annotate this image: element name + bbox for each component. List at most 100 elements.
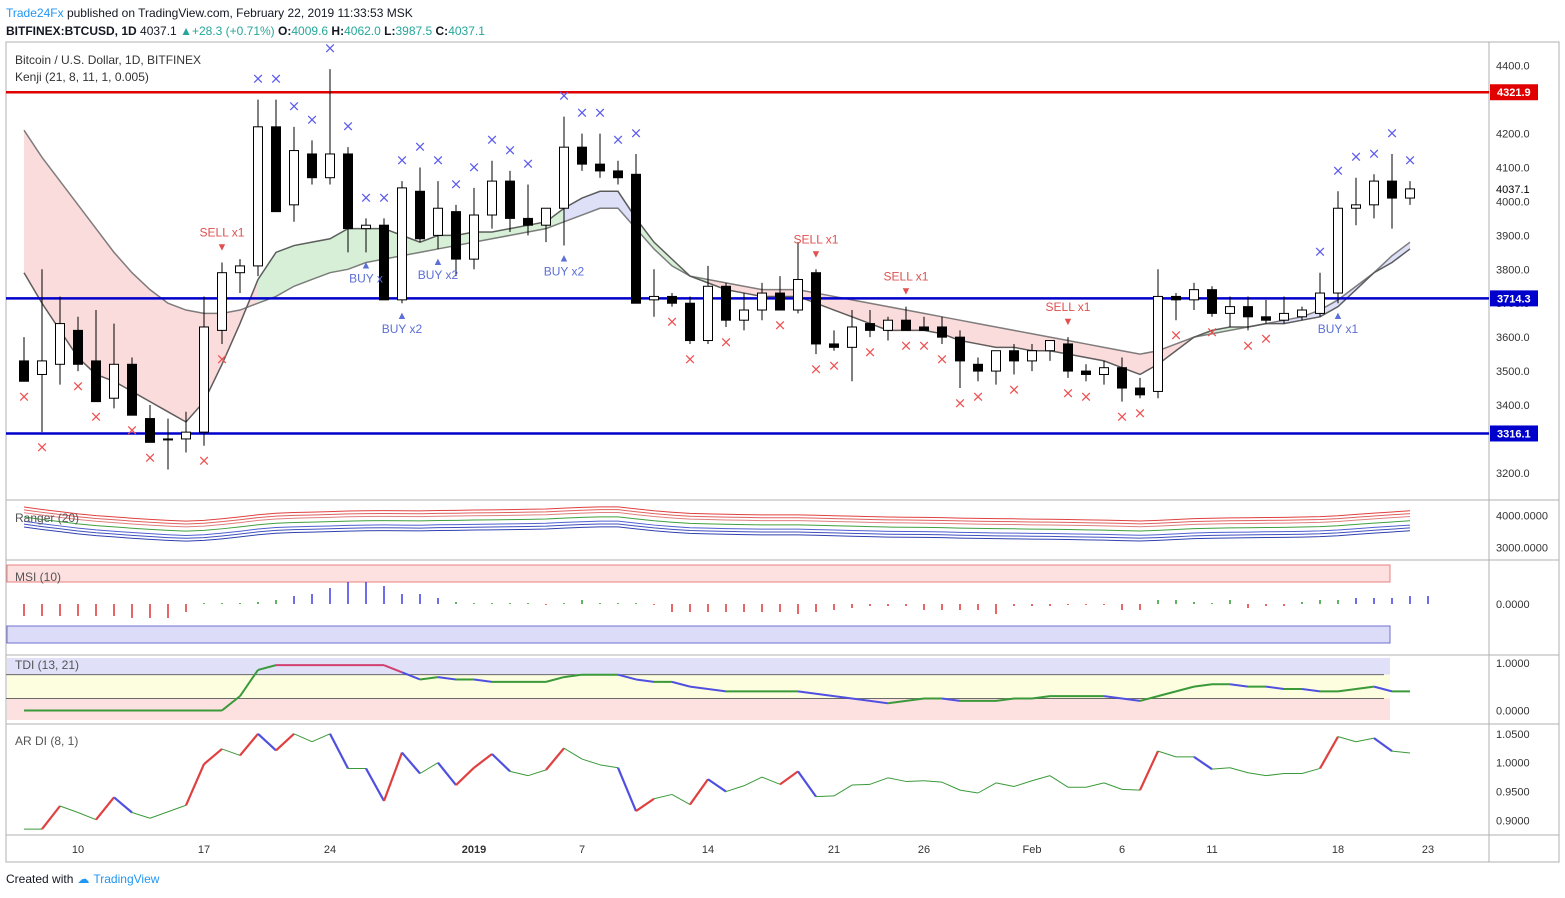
msi-tick-label: 0.0000 bbox=[1496, 599, 1530, 611]
candle-body bbox=[865, 323, 875, 331]
ardi-line-segment bbox=[41, 805, 61, 830]
ardi-line-segment bbox=[401, 751, 421, 775]
ranger-band-line bbox=[23, 512, 1411, 528]
price-tick-label: 3200.0 bbox=[1496, 468, 1530, 480]
tdi-line-segment bbox=[1193, 683, 1213, 688]
tdi-line-segment bbox=[545, 676, 565, 683]
candle-body bbox=[127, 363, 137, 416]
candle-body bbox=[73, 329, 83, 365]
ardi-line-segment bbox=[257, 732, 277, 752]
tdi-tick-label: 0.0000 bbox=[1496, 705, 1530, 717]
candle-body bbox=[1081, 370, 1091, 375]
ardi-line-segment bbox=[616, 767, 638, 812]
last-price-label: 4037.1 bbox=[1496, 184, 1530, 196]
tdi-line-segment bbox=[1031, 695, 1051, 700]
ardi-line-segment bbox=[761, 776, 781, 785]
tdi-line-segment bbox=[1175, 685, 1195, 693]
ardi-line-segment bbox=[149, 811, 169, 819]
ardi-pane bbox=[24, 732, 1411, 830]
ranger-band-line bbox=[23, 526, 1411, 542]
signal-cross-icon: × bbox=[72, 377, 85, 395]
price-pane: × × × × × × × × × × × × × × × × × × × × × × × × × × × × × × × × × × × × × × × ×… bbox=[6, 39, 1489, 470]
sell-arrow-icon: ▼ bbox=[217, 242, 228, 254]
ardi-line-segment bbox=[1247, 772, 1267, 777]
candle-body bbox=[1225, 306, 1235, 314]
ranger-band-line bbox=[23, 506, 1411, 522]
ardi-line-segment bbox=[599, 764, 619, 769]
candle-body bbox=[325, 153, 335, 179]
buy-arrow-icon: ▲ bbox=[1333, 310, 1344, 322]
ardi-line-segment bbox=[545, 747, 565, 771]
date-tick-label: Feb bbox=[1023, 844, 1042, 856]
candle-body bbox=[1009, 350, 1019, 362]
candle-body bbox=[991, 350, 1001, 372]
ranger-tick-label: 3000.0000 bbox=[1496, 542, 1548, 554]
msi-lower-zone bbox=[6, 625, 1391, 644]
tdi-line-segment bbox=[1121, 697, 1141, 702]
axis-layer: 3200.03400.03500.03600.03700.03800.03900… bbox=[72, 61, 1548, 856]
candle-body bbox=[577, 146, 587, 165]
tdi-line-segment bbox=[995, 697, 1015, 702]
tdi-line-segment bbox=[1157, 690, 1177, 698]
tdi-line-segment bbox=[401, 671, 421, 681]
kenji-cloud-segment bbox=[168, 303, 186, 422]
kenji-cloud-segment bbox=[654, 242, 672, 266]
date-tick-label: 24 bbox=[324, 844, 336, 856]
ardi-line-segment bbox=[1121, 788, 1141, 791]
candle-body bbox=[361, 224, 371, 230]
msi-pane bbox=[6, 564, 1429, 644]
price-tick-label: 3800.0 bbox=[1496, 264, 1530, 276]
date-tick-label: 2019 bbox=[462, 844, 486, 856]
price-tick-label: 4100.0 bbox=[1496, 163, 1530, 175]
kenji-cloud-segment bbox=[42, 157, 60, 331]
tdi-line-segment bbox=[905, 697, 925, 702]
candle-body bbox=[901, 319, 911, 331]
candle-body bbox=[1369, 180, 1379, 206]
candle-body bbox=[1207, 289, 1217, 314]
tdi-pane bbox=[6, 658, 1410, 720]
ardi-line-segment bbox=[1373, 737, 1393, 753]
ardi-line-segment bbox=[869, 777, 889, 785]
candle-body bbox=[523, 217, 533, 226]
price-badge bbox=[1490, 84, 1538, 101]
candle-body bbox=[487, 180, 497, 216]
ardi-line-segment bbox=[1193, 755, 1213, 771]
tdi-line-segment bbox=[221, 695, 241, 712]
tdi-line-segment bbox=[833, 695, 853, 700]
candle-body bbox=[955, 336, 965, 362]
tdi-line-segment bbox=[797, 690, 817, 695]
ardi-line-segment bbox=[743, 776, 763, 787]
publisher-name[interactable]: Trade24Fx bbox=[6, 6, 64, 20]
candle-body bbox=[469, 214, 479, 260]
last-price: 4037.1 bbox=[140, 24, 177, 38]
price-tick-label: 4200.0 bbox=[1496, 129, 1530, 141]
ardi-line-segment bbox=[221, 748, 241, 756]
tradingview-link[interactable]: TradingView bbox=[93, 872, 160, 886]
ardi-line-segment bbox=[941, 781, 961, 791]
signal-cross-icon: × bbox=[936, 350, 949, 368]
candle-body bbox=[145, 418, 155, 443]
signal-cross-icon: × bbox=[18, 387, 31, 405]
signal-cross-icon: × bbox=[414, 138, 427, 156]
candle-body bbox=[1315, 292, 1325, 314]
candle-body bbox=[775, 292, 785, 311]
candle-body bbox=[1189, 289, 1199, 301]
tdi-upper-zone bbox=[7, 658, 1390, 675]
price-tick-label: 3400.0 bbox=[1496, 400, 1530, 412]
candle-body bbox=[55, 323, 65, 365]
candle-body bbox=[973, 363, 983, 372]
candle-body bbox=[1063, 343, 1073, 372]
ardi-label: AR DI (8, 1) bbox=[15, 734, 78, 748]
price-tick-label: 4400.0 bbox=[1496, 61, 1530, 73]
signal-cross-icon: × bbox=[450, 175, 463, 193]
publish-info: Trade24Fx published on TradingView.com, … bbox=[6, 4, 485, 22]
buy-signal-label: BUY x bbox=[349, 271, 383, 285]
candle-body bbox=[37, 360, 47, 375]
buy-signal-label: BUY x1 bbox=[1318, 322, 1359, 336]
tdi-tick-label: 1.0000 bbox=[1496, 658, 1530, 670]
buy-signal-label: BUY x2 bbox=[544, 265, 585, 279]
signal-cross-icon: × bbox=[684, 350, 697, 368]
date-tick-label: 11 bbox=[1206, 844, 1217, 856]
candle-body bbox=[883, 319, 893, 331]
